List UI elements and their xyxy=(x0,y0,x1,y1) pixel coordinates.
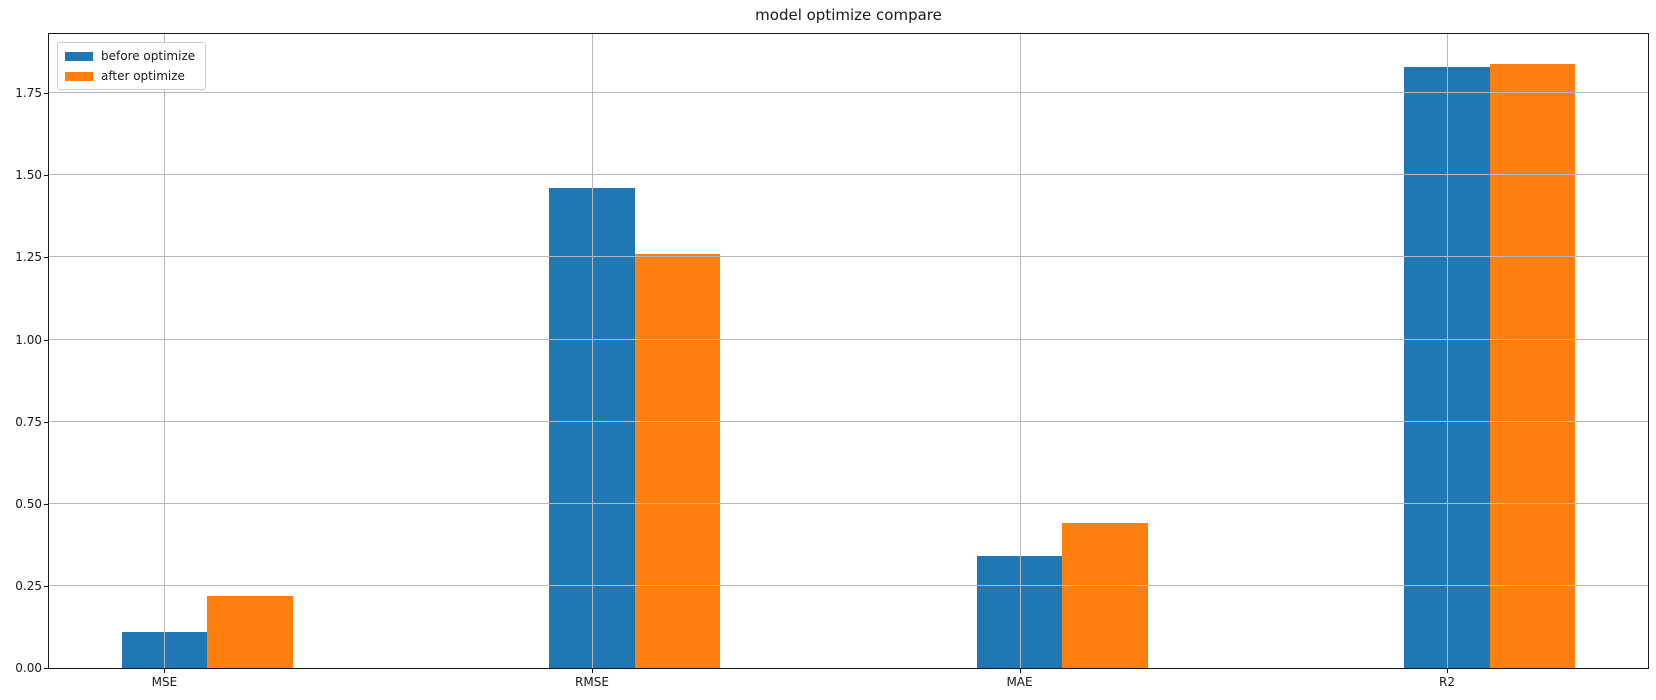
bar-before-optimize-RMSE xyxy=(549,188,635,668)
y-tick-mark xyxy=(44,668,48,669)
y-tick-mark xyxy=(44,257,48,259)
plot-area: before optimize after optimize xyxy=(48,33,1649,669)
legend-item-before-optimize: before optimize xyxy=(65,49,195,63)
legend-label: after optimize xyxy=(101,69,185,83)
bars-layer xyxy=(49,34,1648,668)
x-tick-label-R2: R2 xyxy=(1439,675,1456,689)
x-tick-mark xyxy=(1019,669,1021,673)
legend: before optimize after optimize xyxy=(57,42,207,90)
y-tick-label: 0.00 xyxy=(15,661,42,675)
x-tick-label-MAE: MAE xyxy=(1006,675,1033,689)
bar-before-optimize-R2 xyxy=(1404,66,1490,668)
x-tick-label-MSE: MSE xyxy=(151,675,178,689)
legend-swatch-icon xyxy=(65,71,93,81)
legend-swatch-icon xyxy=(65,51,93,61)
y-tick-label: 0.75 xyxy=(15,414,42,429)
y-tick-label: 1.50 xyxy=(15,168,42,183)
y-tick-mark xyxy=(44,585,48,587)
y-tick-label: 1.00 xyxy=(15,332,42,347)
y-tick-mark xyxy=(44,503,48,505)
y-tick-label: 0.50 xyxy=(15,496,42,511)
y-tick-mark xyxy=(44,175,48,177)
y-tick-label: 1.25 xyxy=(15,250,42,265)
bar-after-optimize-R2 xyxy=(1489,63,1576,668)
bar-before-optimize-MSE xyxy=(121,631,208,668)
bar-after-optimize-MSE xyxy=(207,595,293,668)
bar-before-optimize-MAE xyxy=(976,556,1063,668)
y-tick-mark xyxy=(44,421,48,423)
bar-after-optimize-MAE xyxy=(1062,523,1148,668)
legend-item-after-optimize: after optimize xyxy=(65,69,195,83)
legend-label: before optimize xyxy=(101,49,196,63)
y-tick-mark xyxy=(44,93,48,95)
y-tick-mark xyxy=(44,339,48,341)
x-tick-mark xyxy=(164,669,166,673)
y-tick-label: 1.75 xyxy=(15,86,42,101)
x-tick-mark xyxy=(591,669,593,673)
chart-title: model optimize compare xyxy=(755,6,942,24)
y-tick-label: 0.25 xyxy=(15,578,42,593)
bar-after-optimize-RMSE xyxy=(634,254,721,668)
x-tick-label-RMSE: RMSE xyxy=(575,675,609,689)
x-tick-mark xyxy=(1447,669,1449,673)
